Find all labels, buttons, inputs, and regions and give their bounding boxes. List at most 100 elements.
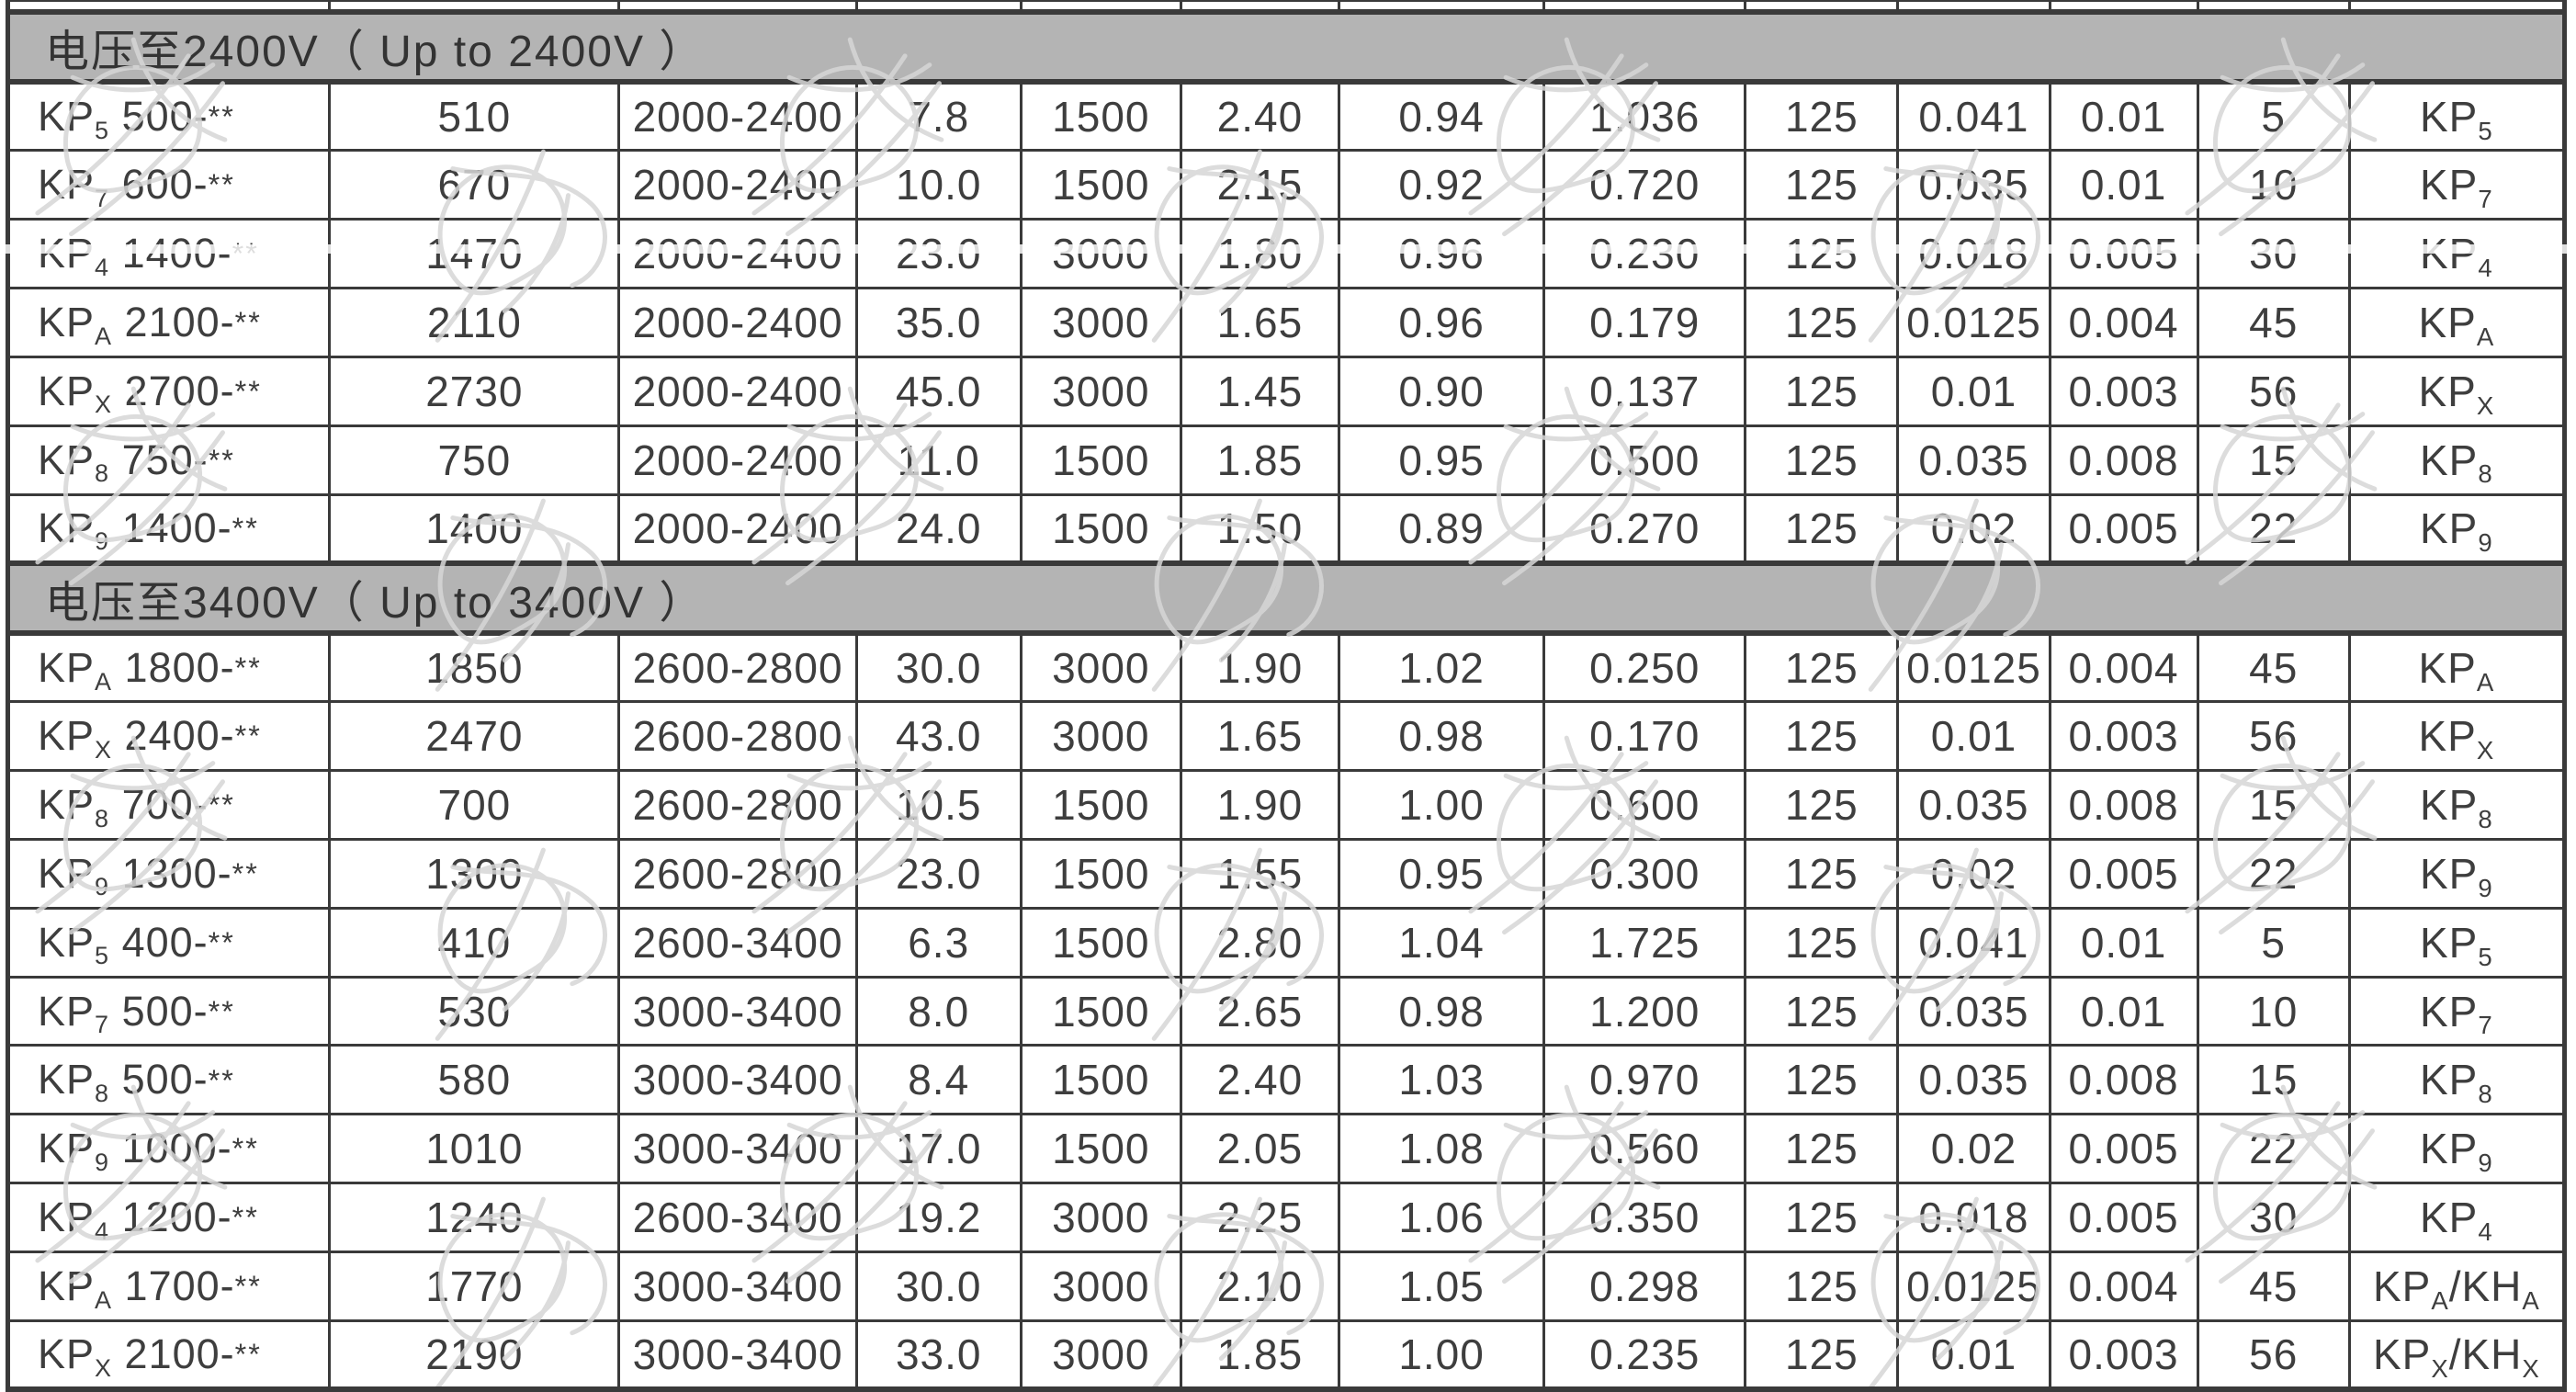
- value-cell: 0.02: [1896, 1113, 2051, 1185]
- value-cell: 0.01: [1896, 1318, 2051, 1391]
- value-cell: 0.003: [2048, 700, 2199, 773]
- value-cell: 0.041: [1896, 906, 2051, 979]
- value-cell: 0.01: [1896, 700, 2051, 773]
- value-cell: 125: [1744, 149, 1900, 221]
- value-cell: 0.170: [1542, 700, 1747, 773]
- value-cell: 1.02: [1337, 631, 1546, 704]
- value-cell: 125: [1744, 1044, 1900, 1116]
- type-cell: KP8: [2347, 1044, 2567, 1116]
- value-cell: 0.560: [1542, 1113, 1747, 1185]
- value-cell: 125: [1744, 218, 1900, 290]
- value-cell: 2730: [328, 355, 621, 427]
- value-cell: 1.65: [1179, 287, 1341, 358]
- value-cell: 0.003: [2048, 355, 2199, 427]
- value-cell: 8.0: [854, 975, 1022, 1047]
- value-cell: 2.40: [1179, 80, 1341, 153]
- value-cell: 3000: [1019, 631, 1182, 704]
- value-cell: 43.0: [854, 700, 1022, 773]
- model-cell: KPA 2100-**: [6, 287, 332, 358]
- table-row: KPA 1800-** 1850 2600-2800 30.0 3000 1.90 1.02…: [6, 631, 2567, 704]
- value-cell: 0.89: [1337, 492, 1546, 565]
- value-cell: 1.85: [1179, 1318, 1341, 1391]
- value-cell: 1850: [328, 631, 621, 704]
- table-row: KP5 400-** 410 2600-3400 6.3 1500 2.80 1.04 1.7…: [6, 906, 2567, 979]
- value-cell: 30: [2196, 1182, 2351, 1253]
- table-row: KPA 1700-** 1770 3000-3400 30.0 3000 2.10 1.05…: [6, 1251, 2567, 1322]
- value-cell: 0.041: [1896, 80, 2051, 153]
- value-cell: 0.94: [1337, 80, 1546, 153]
- value-cell: 2190: [328, 1318, 621, 1391]
- value-cell: 125: [1744, 700, 1900, 773]
- value-cell: 11.0: [854, 424, 1022, 496]
- value-cell: 3000: [1019, 1182, 1182, 1253]
- type-cell: KPA: [2347, 631, 2567, 704]
- value-cell: 0.235: [1542, 1318, 1747, 1391]
- type-cell: KP7: [2347, 975, 2567, 1047]
- clipped-cell: [6, 0, 332, 12]
- value-cell: 0.298: [1542, 1251, 1747, 1322]
- value-cell: 0.0125: [1896, 287, 2051, 358]
- value-cell: 0.600: [1542, 769, 1747, 841]
- value-cell: 0.96: [1337, 287, 1546, 358]
- value-cell: 15: [2196, 424, 2351, 496]
- value-cell: 0.004: [2048, 1251, 2199, 1322]
- value-cell: 0.004: [2048, 631, 2199, 704]
- type-cell: KP9: [2347, 1113, 2567, 1185]
- value-cell: 1.00: [1337, 1318, 1546, 1391]
- model-cell: KPA 1700-**: [6, 1251, 332, 1322]
- value-cell: 2.15: [1179, 149, 1341, 221]
- value-cell: 1.06: [1337, 1182, 1546, 1253]
- value-cell: 1.03: [1337, 1044, 1546, 1116]
- value-cell: 510: [328, 80, 621, 153]
- value-cell: 0.96: [1337, 218, 1546, 290]
- table-row: KP9 1400-** 1400 2000-2400 24.0 1500 1.50 0.89…: [6, 492, 2567, 565]
- value-cell: 0.970: [1542, 1044, 1747, 1116]
- value-cell: 670: [328, 149, 621, 221]
- value-cell: 2000-2400: [617, 149, 858, 221]
- value-cell: 125: [1744, 837, 1900, 910]
- value-cell: 0.005: [2048, 492, 2199, 565]
- table-row: KP7 500-** 530 3000-3400 8.0 1500 2.65 0.98 1.2…: [6, 975, 2567, 1047]
- value-cell: 22: [2196, 492, 2351, 565]
- value-cell: 750: [328, 424, 621, 496]
- value-cell: 6.3: [854, 906, 1022, 979]
- value-cell: 10.0: [854, 149, 1022, 221]
- type-cell: KPA: [2347, 287, 2567, 358]
- value-cell: 17.0: [854, 1113, 1022, 1185]
- value-cell: 1.05: [1337, 1251, 1546, 1322]
- type-cell: KP5: [2347, 906, 2567, 979]
- value-cell: 3000-3400: [617, 1113, 858, 1185]
- clipped-cell: [2048, 0, 2199, 12]
- value-cell: 125: [1744, 355, 1900, 427]
- value-cell: 0.98: [1337, 975, 1546, 1047]
- clipped-cell: [2196, 0, 2351, 12]
- section-header-row: 电压至3400V（ Up to 3400V ）: [6, 560, 2566, 636]
- value-cell: 0.179: [1542, 287, 1747, 358]
- value-cell: 56: [2196, 700, 2351, 773]
- table-row: KPA 2100-** 2110 2000-2400 35.0 3000 1.65 0.96…: [6, 287, 2567, 358]
- type-cell: KP9: [2347, 492, 2567, 565]
- value-cell: 0.92: [1337, 149, 1546, 221]
- value-cell: 0.035: [1896, 975, 2051, 1047]
- model-cell: KPX 2400-**: [6, 700, 332, 773]
- value-cell: 45: [2196, 1251, 2351, 1322]
- value-cell: 1500: [1019, 80, 1182, 153]
- value-cell: 30: [2196, 218, 2351, 290]
- value-cell: 8.4: [854, 1044, 1022, 1116]
- value-cell: 2.80: [1179, 906, 1341, 979]
- value-cell: 3000: [1019, 1251, 1182, 1322]
- value-cell: 125: [1744, 1113, 1900, 1185]
- value-cell: 3000: [1019, 700, 1182, 773]
- value-cell: 15: [2196, 769, 2351, 841]
- table-row: KPX 2100-** 2190 3000-3400 33.0 3000 1.85 1.00…: [6, 1318, 2567, 1391]
- clipped-cell: [854, 0, 1022, 12]
- value-cell: 30.0: [854, 631, 1022, 704]
- clipped-cell: [1542, 0, 1747, 12]
- table-row: KP4 1400-** 1470 2000-2400 23.0 3000 1.80 0.96…: [6, 218, 2567, 290]
- clipped-cell: [1179, 0, 1341, 12]
- table-row: KP9 1000-** 1010 3000-3400 17.0 1500 2.05 1.08…: [6, 1113, 2567, 1185]
- value-cell: 0.95: [1337, 837, 1546, 910]
- value-cell: 22: [2196, 837, 2351, 910]
- table-row: KP4 1200-** 1240 2600-3400 19.2 3000 2.25 1.06…: [6, 1182, 2567, 1253]
- value-cell: 0.01: [1896, 355, 2051, 427]
